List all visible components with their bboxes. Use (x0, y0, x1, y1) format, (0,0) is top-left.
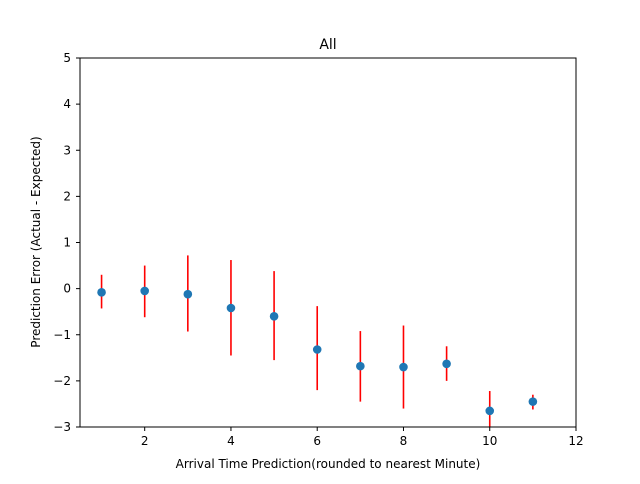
data-point (399, 362, 408, 372)
x-tick-label: 8 (400, 434, 408, 448)
y-tick-label: 1 (63, 236, 71, 250)
data-point (356, 361, 365, 371)
data-point (183, 289, 193, 299)
x-tick-label: 4 (227, 434, 235, 448)
y-tick-label: 4 (63, 97, 71, 111)
x-tick-label: 2 (141, 434, 149, 448)
data-point (442, 359, 451, 369)
y-tick-label: −3 (53, 420, 71, 434)
y-tick-label: 0 (63, 282, 71, 296)
data-point (528, 397, 538, 406)
x-tick-label: 12 (568, 434, 583, 448)
y-tick-label: 2 (63, 189, 71, 203)
y-tick-label: −1 (53, 328, 71, 342)
x-tick-label: 10 (482, 434, 497, 448)
y-axis-ticks: −3 −2 −1 0 1 2 3 4 5 (53, 51, 80, 434)
y-tick-label: −2 (53, 374, 71, 388)
chart-title: All (319, 37, 336, 53)
x-tick-label: 6 (313, 434, 321, 448)
data-point (269, 312, 279, 321)
point-layer (97, 286, 538, 416)
y-tick-label: 5 (63, 51, 71, 65)
x-axis-ticks: 2 4 6 8 10 12 (141, 427, 584, 448)
data-point (312, 345, 322, 354)
y-axis-label: Prediction Error (Actual - Expected) (29, 136, 43, 347)
data-point (97, 288, 106, 297)
data-point (140, 286, 149, 296)
data-point (485, 406, 495, 416)
data-point (226, 303, 236, 313)
y-tick-label: 3 (63, 143, 71, 157)
x-axis-label: Arrival Time Prediction(rounded to neare… (176, 457, 481, 471)
